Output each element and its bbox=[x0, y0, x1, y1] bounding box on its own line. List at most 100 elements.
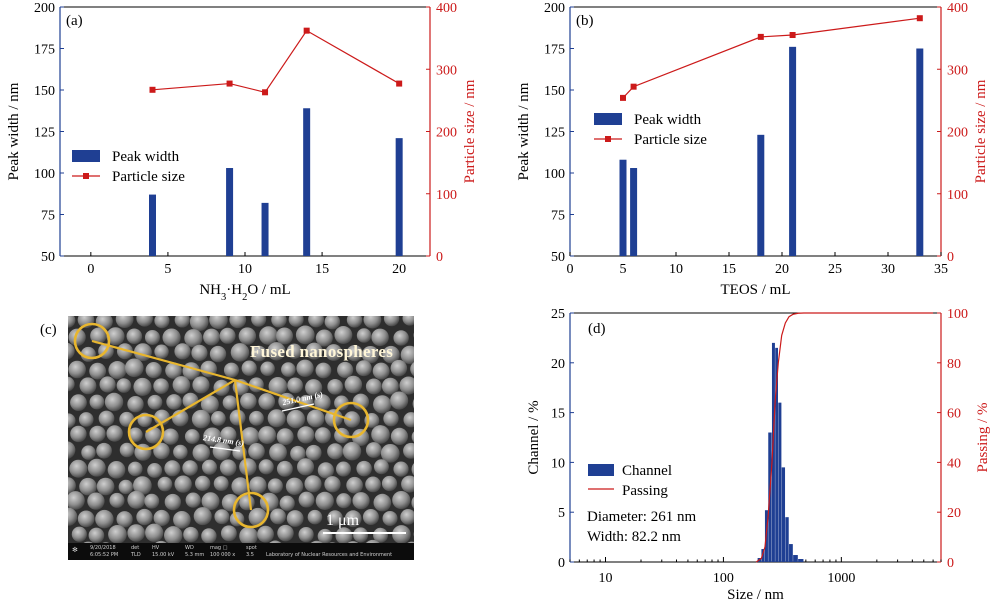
legend-line-label: Particle size bbox=[112, 169, 185, 185]
nanosphere bbox=[296, 359, 314, 377]
nanosphere bbox=[106, 327, 125, 346]
x-tick-label: 25 bbox=[828, 262, 842, 277]
nanosphere bbox=[251, 316, 267, 327]
nanosphere bbox=[276, 428, 294, 446]
left-y-tick-label: 200 bbox=[544, 1, 565, 16]
particle-size-marker bbox=[916, 15, 923, 22]
nanosphere bbox=[281, 362, 296, 377]
histogram-bin bbox=[778, 402, 782, 562]
nanosphere bbox=[372, 362, 390, 380]
nanosphere bbox=[126, 328, 143, 345]
nanosphere bbox=[392, 525, 411, 544]
annotation-connector bbox=[233, 379, 253, 511]
particle-size-marker bbox=[630, 83, 637, 90]
legend-bar-label: Peak width bbox=[112, 149, 180, 165]
nanosphere bbox=[327, 379, 343, 395]
left-y-tick-label: 10 bbox=[551, 456, 565, 471]
histogram-bin bbox=[793, 555, 798, 562]
nanosphere bbox=[249, 476, 267, 494]
left-y-tick-label: 50 bbox=[41, 250, 55, 265]
left-y-tick-label: 150 bbox=[34, 84, 55, 99]
legend-bar-swatch bbox=[594, 113, 622, 125]
nanosphere bbox=[337, 361, 354, 378]
nanosphere bbox=[352, 393, 370, 410]
nanosphere bbox=[327, 510, 343, 526]
nanosphere bbox=[248, 442, 265, 460]
nanosphere bbox=[361, 345, 380, 364]
right-y-tick-label: 40 bbox=[947, 456, 961, 471]
left-y-tick-label: 15 bbox=[551, 407, 565, 422]
bar-peak-width bbox=[916, 48, 924, 256]
annotation-connector bbox=[91, 339, 236, 382]
nanosphere bbox=[346, 476, 363, 494]
particle-size-line bbox=[152, 29, 400, 93]
right-y-tick-label: 300 bbox=[947, 63, 968, 78]
legend-channel-swatch bbox=[588, 464, 614, 476]
nanosphere bbox=[241, 360, 257, 376]
nanosphere bbox=[259, 326, 278, 345]
nanosphere bbox=[68, 507, 78, 526]
nanosphere bbox=[315, 362, 332, 379]
nanosphere bbox=[81, 445, 96, 460]
particle-size-marker bbox=[303, 27, 310, 34]
nanosphere bbox=[68, 328, 86, 346]
sem-lab-name: Laboratory of Nuclear Resources and Envi… bbox=[266, 552, 393, 558]
nanosphere bbox=[164, 460, 181, 477]
nanosphere bbox=[68, 477, 76, 495]
nanosphere bbox=[241, 427, 260, 446]
nanosphere bbox=[68, 441, 76, 459]
nanosphere bbox=[336, 493, 352, 509]
nanosphere bbox=[380, 443, 400, 463]
nanosphere bbox=[133, 377, 152, 396]
nanosphere bbox=[69, 459, 88, 478]
x-tick-label: 5 bbox=[164, 262, 171, 277]
nanosphere bbox=[334, 326, 353, 344]
bar-peak-width bbox=[226, 168, 234, 256]
nanosphere bbox=[79, 377, 97, 395]
nanosphere bbox=[118, 479, 134, 495]
nanosphere bbox=[147, 463, 163, 478]
nanosphere bbox=[305, 379, 323, 397]
nanosphere bbox=[258, 393, 276, 410]
x-tick-label: 20 bbox=[392, 262, 406, 277]
x-tick-label: 10 bbox=[598, 571, 612, 586]
nanosphere bbox=[174, 316, 190, 328]
nanosphere bbox=[286, 409, 305, 429]
right-y-tick-label: 20 bbox=[947, 506, 961, 521]
panel-label: (a) bbox=[66, 13, 83, 29]
nanosphere bbox=[78, 412, 94, 427]
nanosphere bbox=[307, 509, 323, 525]
nanosphere bbox=[127, 461, 143, 477]
x-tick-label: 5 bbox=[620, 262, 627, 277]
diameter-note: Diameter: 261 nm bbox=[587, 509, 696, 525]
sem-det-label: det bbox=[131, 545, 140, 551]
left-y-tick-label: 100 bbox=[34, 167, 55, 182]
right-y-tick-label: 0 bbox=[947, 250, 954, 265]
nanosphere bbox=[353, 527, 369, 543]
nanosphere bbox=[212, 442, 231, 461]
fused-sphere-highlight-circle bbox=[73, 322, 111, 360]
nanosphere bbox=[288, 316, 304, 327]
nanosphere bbox=[285, 477, 304, 495]
nanosphere bbox=[390, 427, 409, 445]
nanosphere bbox=[162, 328, 181, 347]
nanosphere bbox=[346, 344, 363, 362]
snowflake-icon: ✻ bbox=[72, 546, 78, 554]
x-axis-label: Size / nm bbox=[727, 587, 784, 602]
x-axis-label: NH3·H2O / mL bbox=[199, 282, 290, 303]
left-y-tick-label: 150 bbox=[544, 84, 565, 99]
nanosphere bbox=[173, 510, 191, 529]
nanosphere bbox=[305, 444, 322, 461]
nanosphere bbox=[87, 492, 105, 510]
nanosphere bbox=[381, 377, 399, 395]
nanosphere bbox=[222, 395, 238, 410]
nanosphere bbox=[201, 459, 217, 475]
nanosphere bbox=[392, 490, 411, 510]
nanosphere bbox=[133, 476, 152, 495]
nanosphere bbox=[127, 396, 144, 413]
nanosphere bbox=[213, 476, 229, 491]
right-y-tick-label: 100 bbox=[947, 188, 968, 203]
left-y-axis-label: Peak width / nm bbox=[516, 82, 532, 180]
nanosphere bbox=[286, 510, 304, 527]
measurement-line-2 bbox=[209, 446, 241, 452]
